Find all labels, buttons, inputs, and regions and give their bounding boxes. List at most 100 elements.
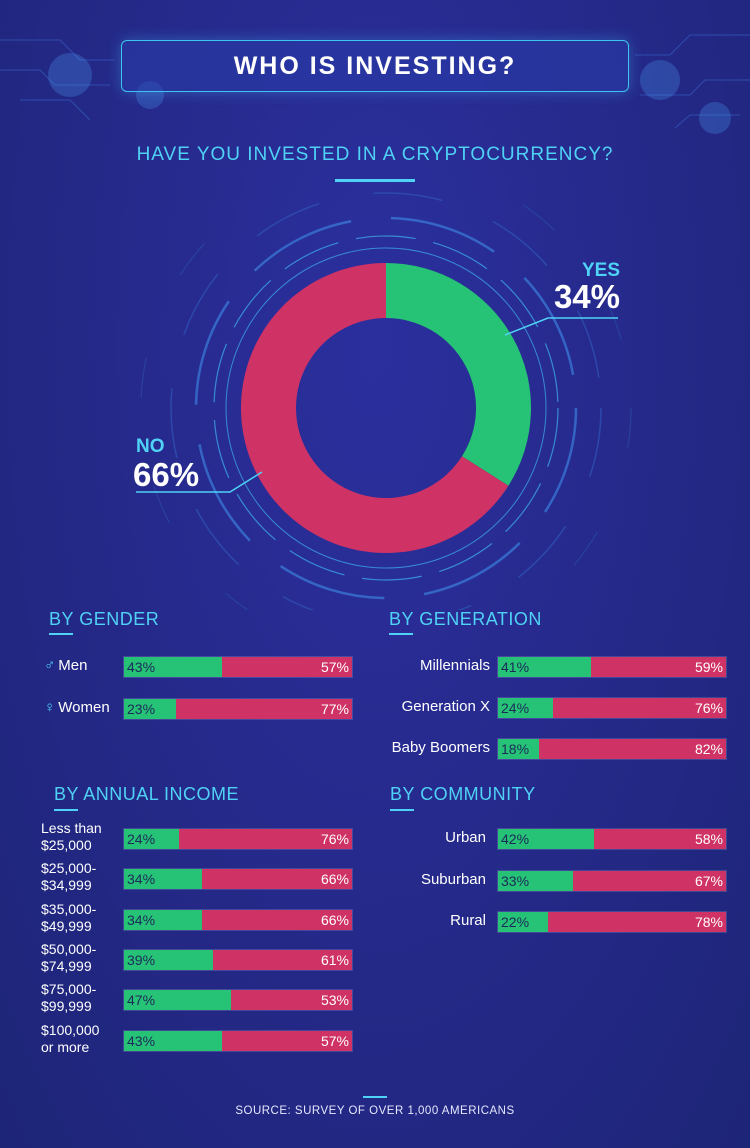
slice-yes <box>386 263 532 486</box>
row-label-line: $25,000- <box>41 860 97 876</box>
stacked-bar: 18% 82% <box>497 738 727 760</box>
row-label-line: $50,000- <box>41 941 97 957</box>
section-title-by-gender: BY GENDER <box>49 609 160 629</box>
row-label-line: $35,000- <box>41 901 97 917</box>
bar-segment-yes: 24% <box>124 829 179 849</box>
row-label: Generation X <box>380 698 490 715</box>
stacked-bar: 43% 57% <box>123 1030 353 1052</box>
section-title-by-community: BY COMMUNITY <box>390 784 536 804</box>
decorative-rings <box>140 190 632 610</box>
bar-segment-yes: 34% <box>124 869 202 889</box>
stacked-bar: 34% 66% <box>123 868 353 890</box>
section-underline <box>389 633 413 635</box>
donut-slices <box>241 263 532 553</box>
stacked-bar: 47% 53% <box>123 989 353 1011</box>
row-label: Baby Boomers <box>380 739 490 756</box>
row-label-line: $34,999 <box>41 877 92 893</box>
row-label-line: $99,999 <box>41 998 92 1014</box>
bar-segment-yes: 24% <box>498 698 553 718</box>
ring-2 <box>194 216 578 600</box>
section-underline <box>49 633 73 635</box>
stacked-bar: 39% 61% <box>123 949 353 971</box>
row-label: $35,000- $49,999 <box>41 901 121 935</box>
stacked-bar: 22% 78% <box>497 911 727 933</box>
stacked-bar: 33% 67% <box>497 870 727 892</box>
row-label: Urban <box>380 829 486 846</box>
female-icon: ♀ <box>44 699 56 716</box>
row-label-line: $49,999 <box>41 918 92 934</box>
row-label-text: Baby Boomers <box>391 739 490 756</box>
bar-segment-no: 57% <box>222 657 352 677</box>
bar-segment-yes: 42% <box>498 829 594 849</box>
row-label: Less than $25,000 <box>41 820 121 854</box>
leader-line-yes <box>504 317 618 336</box>
bar-segment-yes: 34% <box>124 910 202 930</box>
bar-segment-no: 66% <box>201 910 352 930</box>
bar-segment-no: 76% <box>178 829 352 849</box>
bar-segment-no: 76% <box>552 698 726 718</box>
bar-segment-yes: 43% <box>124 657 223 677</box>
row-label: $25,000- $34,999 <box>41 860 121 894</box>
ring-4 <box>140 190 632 610</box>
bar-segment-no: 61% <box>212 950 352 970</box>
stacked-bar: 43% 57% <box>123 656 353 678</box>
row-label-text: Millennials <box>419 657 490 674</box>
row-label-line: Less than <box>41 820 102 836</box>
bar-segment-yes: 18% <box>498 739 540 759</box>
bar-segment-yes: 41% <box>498 657 592 677</box>
bar-segment-no: 53% <box>231 990 352 1010</box>
row-label: $75,000- $99,999 <box>41 981 121 1015</box>
row-label-line: $25,000 <box>41 837 92 853</box>
bar-segment-no: 77% <box>176 699 352 719</box>
ring-3 <box>170 192 602 610</box>
stacked-bar: 41% 59% <box>497 656 727 678</box>
slice-label-yes: YES <box>582 260 620 281</box>
row-label-line: $74,999 <box>41 958 92 974</box>
source-underline <box>363 1096 387 1098</box>
bar-segment-no: 57% <box>222 1031 352 1051</box>
ring-1 <box>213 235 559 581</box>
page-title: WHO IS INVESTING? <box>233 51 517 80</box>
question-underline <box>335 179 415 182</box>
row-label-line: or more <box>41 1039 90 1055</box>
bar-segment-yes: 43% <box>124 1031 223 1051</box>
section-underline <box>390 809 414 811</box>
row-label: Suburban <box>380 871 486 888</box>
row-label: ♀ Women <box>44 699 120 716</box>
row-label-text: Rural <box>450 912 486 929</box>
bar-segment-no: 59% <box>591 657 726 677</box>
row-label-text: Women <box>58 699 110 716</box>
section-underline <box>54 809 78 811</box>
stacked-bar: 34% 66% <box>123 909 353 931</box>
bar-segment-no: 67% <box>573 871 726 891</box>
slice-value-yes: 34% <box>554 278 620 315</box>
stacked-bar: 23% 77% <box>123 698 353 720</box>
slice-value-no: 66% <box>133 456 199 493</box>
row-label: $50,000- $74,999 <box>41 941 121 975</box>
row-label-line: $100,000 <box>41 1022 100 1038</box>
stacked-bar: 24% 76% <box>123 828 353 850</box>
row-label-text: Generation X <box>401 698 490 715</box>
section-title-by-generation: BY GENERATION <box>389 609 542 629</box>
row-label: $100,000 or more <box>41 1022 121 1056</box>
stacked-bar: 24% 76% <box>497 697 727 719</box>
chart-question: HAVE YOU INVESTED IN A CRYPTOCURRENCY? <box>136 144 614 165</box>
bar-segment-yes: 47% <box>124 990 232 1010</box>
bar-segment-yes: 22% <box>498 912 549 932</box>
row-label-text: Suburban <box>420 871 486 888</box>
leader-line-no <box>136 471 263 493</box>
bar-segment-yes: 33% <box>498 871 574 891</box>
bar-segment-no: 78% <box>548 912 726 932</box>
slice-label-no: NO <box>136 436 165 457</box>
stacked-bar: 42% 58% <box>497 828 727 850</box>
bar-segment-yes: 39% <box>124 950 213 970</box>
title-banner: WHO IS INVESTING? <box>121 40 629 92</box>
bar-segment-yes: 23% <box>124 699 177 719</box>
row-label-line: $75,000- <box>41 981 97 997</box>
row-label-text: Urban <box>445 829 486 846</box>
row-label: Millennials <box>380 657 490 674</box>
bar-segment-no: 66% <box>201 869 352 889</box>
section-title-by-annual-income: BY ANNUAL INCOME <box>54 784 240 804</box>
